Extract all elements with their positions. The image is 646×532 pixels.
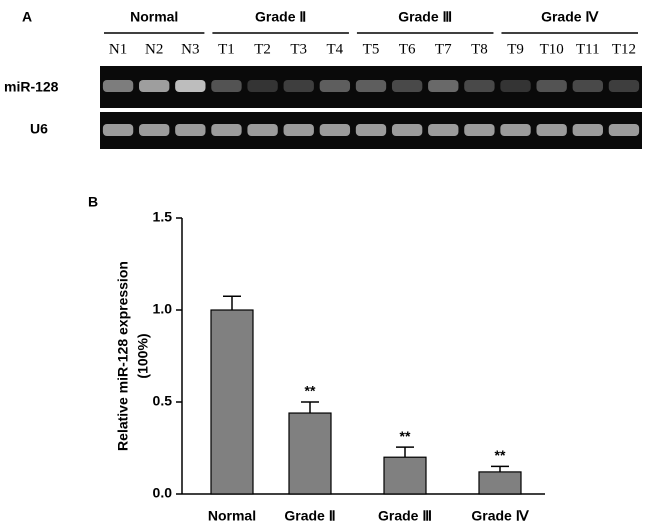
band bbox=[320, 80, 350, 92]
lane-label: N1 bbox=[109, 41, 127, 57]
band bbox=[103, 124, 133, 136]
band bbox=[392, 80, 422, 92]
x-tick-label: Grade Ⅲ bbox=[378, 508, 432, 524]
y-tick-label: 0.5 bbox=[153, 393, 173, 409]
row-label: U6 bbox=[30, 121, 48, 137]
band bbox=[609, 124, 639, 136]
band bbox=[247, 80, 277, 92]
error-bar bbox=[491, 466, 509, 472]
bar bbox=[479, 472, 521, 494]
lane-label: T6 bbox=[399, 41, 416, 57]
bar bbox=[289, 413, 331, 494]
x-tick-label: Grade Ⅱ bbox=[284, 508, 335, 524]
y-axis-label: (100%) bbox=[135, 333, 151, 378]
y-axis-label: Relative miR-128 expression bbox=[115, 261, 131, 451]
band bbox=[428, 124, 458, 136]
lane-label: N2 bbox=[145, 41, 163, 57]
band bbox=[536, 80, 566, 92]
band bbox=[211, 124, 241, 136]
lane-label: T7 bbox=[435, 41, 452, 57]
group-label: Grade Ⅳ bbox=[541, 9, 599, 25]
lane-label: T3 bbox=[290, 41, 307, 57]
lane-label: T4 bbox=[327, 41, 344, 57]
panel-label: A bbox=[22, 9, 32, 25]
significance: ** bbox=[305, 383, 316, 399]
band bbox=[464, 124, 494, 136]
lane-label: T8 bbox=[471, 41, 488, 57]
error-bar bbox=[301, 402, 319, 413]
panel-label: B bbox=[88, 194, 98, 210]
bar bbox=[211, 310, 253, 494]
bar-chart: 0.0 0.5 1.0 1.5 Relative miR-128 expression(… bbox=[115, 209, 545, 524]
band bbox=[175, 124, 205, 136]
band bbox=[356, 80, 386, 92]
error-bar bbox=[223, 296, 241, 310]
band bbox=[247, 124, 277, 136]
band bbox=[284, 124, 314, 136]
band bbox=[464, 80, 494, 92]
x-tick-label: Normal bbox=[208, 508, 256, 524]
band bbox=[428, 80, 458, 92]
band bbox=[573, 124, 603, 136]
band bbox=[609, 80, 639, 92]
y-tick-label: 0.0 bbox=[153, 485, 173, 501]
lane-label: T11 bbox=[576, 41, 600, 57]
lane-label: N3 bbox=[181, 41, 199, 57]
band bbox=[320, 124, 350, 136]
band bbox=[500, 80, 530, 92]
lane-label: T1 bbox=[218, 41, 235, 57]
band bbox=[284, 80, 314, 92]
x-tick-label: Grade Ⅳ bbox=[471, 508, 529, 524]
group-label: Grade Ⅲ bbox=[398, 9, 452, 25]
band bbox=[139, 124, 169, 136]
lane-label: T2 bbox=[254, 41, 271, 57]
error-bar bbox=[396, 447, 414, 457]
band bbox=[573, 80, 603, 92]
band bbox=[139, 80, 169, 92]
group-label: Grade Ⅱ bbox=[255, 9, 306, 25]
lane-label: T10 bbox=[540, 41, 564, 57]
lane-label: T12 bbox=[612, 41, 636, 57]
row-label: miR-128 bbox=[4, 79, 59, 95]
band bbox=[356, 124, 386, 136]
band bbox=[103, 80, 133, 92]
significance: ** bbox=[400, 428, 411, 444]
y-tick-label: 1.5 bbox=[153, 209, 173, 225]
band bbox=[211, 80, 241, 92]
band bbox=[175, 80, 205, 92]
significance: ** bbox=[495, 447, 506, 463]
band bbox=[392, 124, 422, 136]
band bbox=[536, 124, 566, 136]
y-tick-label: 1.0 bbox=[153, 301, 173, 317]
bar bbox=[384, 457, 426, 494]
lane-label: T5 bbox=[363, 41, 380, 57]
lane-label: T9 bbox=[507, 41, 524, 57]
group-label: Normal bbox=[130, 9, 178, 25]
band bbox=[500, 124, 530, 136]
figure: A miR-128 U6 B N1 N2 N3 T1 T2 T3 T4 T5 T6 T7 T8 T9 T… bbox=[0, 0, 646, 527]
